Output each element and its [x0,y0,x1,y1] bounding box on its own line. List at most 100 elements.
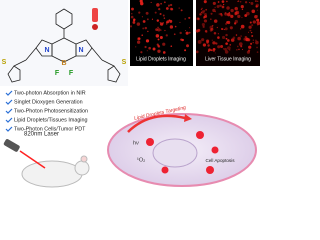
fluorescence-dot [146,18,149,21]
fluorescence-dot [165,34,168,37]
atom-label: F [69,70,74,77]
laser-beam [19,150,46,169]
probe-icon [92,8,98,30]
fluorescence-dot [133,18,136,21]
fluorescence-dot [235,34,238,36]
fluorescence-dot [144,26,148,30]
fluorescence-dot [212,8,216,13]
fluorescence-dot [240,5,244,9]
fluorescence-dot [200,8,203,11]
fluorescence-dot [212,1,216,5]
check-icon [5,108,13,114]
fluorescence-dot [200,11,203,14]
fluorescence-dot [136,40,141,44]
fluorescence-dot [254,15,258,19]
atom-label: S [122,59,127,66]
fluorescence-dot [142,20,146,23]
fluorescence-dot [257,0,259,2]
fluorescence-dot [213,19,218,23]
fluorescence-dot [245,37,249,42]
fluorescence-dot [250,42,253,45]
fluorescence-dot [246,11,250,16]
fluorescence-dot [255,39,257,41]
fluorescence-dot [156,19,160,22]
feature-label: Two-Photon Cells/Tumor PDT [14,126,86,132]
atom-label: N [78,47,83,54]
fluorescence-dot [167,20,169,22]
oxygen-label: ¹O₂ [137,157,145,163]
fluorescence-dot [257,24,259,26]
fluorescence-dot [236,49,238,51]
fluorescence-dot [130,15,134,19]
fluorescence-dot [250,2,254,5]
fluorescence-dot [254,0,257,3]
fluorescence-dot [225,22,228,25]
lipid-droplets [146,131,219,174]
fluorescence-dot [221,0,225,3]
fluorescence-dot [212,49,215,53]
atom-label: F [55,70,60,77]
fluorescence-dot [224,47,227,51]
fluorescence-dot [210,12,213,15]
molecule-bonds [7,8,121,83]
fluorescence-dot [217,36,220,39]
fluorescence-dot [201,38,205,42]
fluorescence-dot [157,44,160,47]
fluorescence-dot [224,27,228,31]
fluorescence-dot [185,31,189,35]
fluorescence-dot [214,52,216,54]
fluorescence-dot [164,29,166,32]
fluorescence-dot [131,7,134,11]
fluorescence-dot [230,38,235,42]
fluorescence-dot [162,42,166,46]
fluorescence-dot [222,48,225,50]
fluorescence-dot [184,29,187,32]
fluorescence-dot [159,22,161,24]
fluorescence-dot [226,21,229,24]
fluorescence-dot [220,44,224,48]
fluorescence-dot [237,36,241,41]
fluorescence-dot [235,10,240,15]
fluorescence-dot [204,15,208,18]
fluorescence-dot [195,29,199,33]
fluorescence-dot [213,31,217,35]
fluorescence-dot [252,20,256,24]
feature-label: Lipid Droplets/Tissues Imaging [14,117,88,123]
fluorescence-dot [204,29,208,33]
fluorescence-dot [233,22,237,25]
fluorescence-dot [238,42,243,46]
fluorescence-dot [208,48,211,52]
fluorescence-dot [145,39,150,43]
laser-device [3,139,20,152]
targeting-arrow [127,114,186,133]
fluorescence-dot [152,47,156,51]
fluorescence-dot [206,39,210,43]
fluorescence-dot [221,5,225,9]
mouse-ear [80,155,88,163]
image-caption: Lipid Droplets Imaging [136,56,186,62]
fluorescence-dot [188,27,191,29]
feature-label: Two-Photon Photosensitization [14,108,88,114]
fluorescence-dot [234,19,238,24]
fluorescence-dot [154,11,157,14]
microscope-image [130,0,193,66]
fluorescence-dot [156,3,160,7]
graphical-abstract: N N BF F S S Lipid Droplets Imaging Liver Tis… [0,0,260,188]
fluorescence-dot [239,1,242,3]
fluorescence-dot [210,27,214,31]
fluorescence-dot [169,25,174,29]
fluorescence-dot [174,25,177,28]
fluorescence-dot [240,35,242,37]
fluorescence-dot [251,9,256,14]
fluorescence-dot [139,0,143,3]
fluorescence-dot [170,45,173,48]
fluorescence-dot [216,4,220,8]
fluorescence-dot [188,16,191,19]
fluorescence-dot [230,8,234,13]
fluorescence-dot [256,21,260,26]
fluorescence-dot [249,21,252,24]
fluorescence-dot [244,14,248,17]
fluorescence-dot [210,18,212,20]
mouse-head [74,160,90,176]
fluorescence-dot [217,1,220,3]
